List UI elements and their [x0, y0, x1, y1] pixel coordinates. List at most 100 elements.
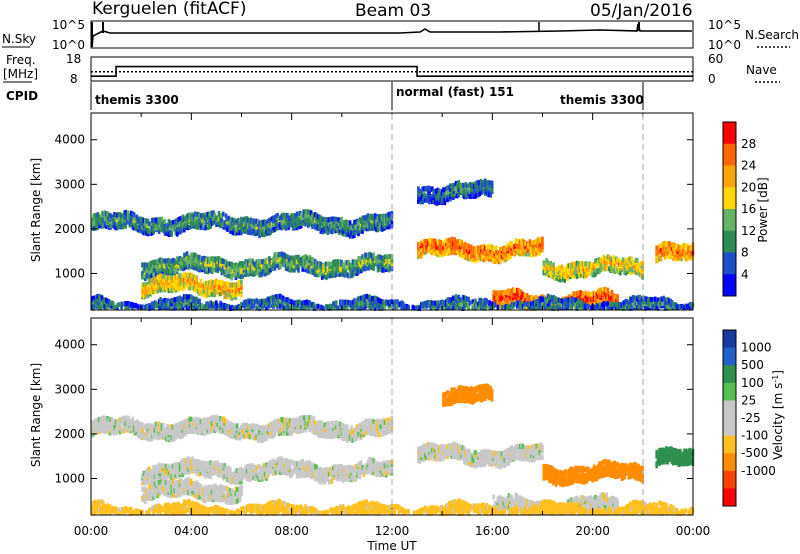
echo-cell	[194, 211, 197, 217]
echo-cell	[290, 221, 293, 227]
echo-cell	[378, 257, 381, 263]
echo-cell	[628, 303, 632, 309]
echo-cell	[199, 303, 203, 309]
echo-cell	[534, 299, 537, 305]
echo-cell	[109, 213, 112, 219]
echo-cell	[686, 253, 689, 259]
echo-cell	[486, 191, 490, 197]
echo-cell	[229, 306, 232, 311]
echo-cell	[167, 288, 171, 293]
echo-cell	[389, 211, 392, 217]
echo-cell	[499, 300, 502, 306]
echo-cell	[128, 419, 132, 425]
echo-cell	[439, 191, 442, 197]
echo-cell	[419, 247, 423, 253]
echo-cell	[379, 262, 383, 267]
echo-cell	[249, 269, 253, 274]
echo-cell	[355, 268, 359, 274]
echo-cell	[431, 303, 434, 309]
echo-cell	[216, 262, 219, 268]
echo-cell	[359, 304, 363, 310]
echo-cell	[357, 259, 360, 265]
echo-cell	[157, 303, 161, 309]
echo-cell	[378, 218, 381, 224]
echo-cell	[162, 422, 165, 428]
echo-cell	[173, 224, 176, 229]
echo-cell	[164, 230, 168, 236]
echo-cell	[302, 259, 306, 264]
echo-cell	[375, 214, 378, 220]
echo-cell	[665, 304, 668, 310]
echo-cell	[612, 296, 615, 302]
echo-cell	[418, 252, 422, 257]
echo-cell	[149, 261, 153, 266]
echo-cell	[191, 273, 194, 279]
echo-cell	[130, 210, 133, 216]
echo-cell	[371, 303, 374, 309]
echo-cell	[375, 219, 378, 225]
echo-cell	[350, 224, 353, 230]
echo-cell	[254, 222, 257, 228]
echo-cell	[185, 278, 189, 283]
echo-cell	[511, 295, 515, 301]
echo-cell	[295, 222, 299, 228]
echo-cell	[372, 221, 376, 227]
echo-cell	[432, 243, 435, 249]
echo-cell	[258, 227, 261, 232]
echo-cell	[490, 183, 494, 189]
echo-cell	[213, 303, 217, 309]
echo-cell	[195, 284, 199, 290]
echo-cell	[308, 213, 311, 219]
freq-panel: Freq. [MHz] 18 8 60 0 Nave	[3, 52, 780, 86]
echo-cell	[145, 423, 148, 429]
echo-cell	[117, 418, 121, 424]
echo-cell	[93, 418, 97, 424]
echo-cell	[521, 249, 525, 254]
echo-cell	[357, 300, 360, 306]
echo-cell	[150, 230, 154, 236]
echo-cell	[223, 281, 226, 287]
echo-cell	[314, 217, 317, 223]
echo-cell	[322, 223, 325, 229]
echo-cell	[567, 269, 571, 275]
echo-cell	[329, 303, 332, 309]
echo-cell	[387, 303, 391, 309]
echo-cell	[150, 428, 154, 434]
echo-cell	[612, 293, 615, 299]
echo-cell	[658, 303, 661, 309]
echo-cell	[545, 261, 548, 267]
echo-cell	[432, 189, 435, 195]
echo-cell	[543, 304, 547, 310]
echo-cell	[485, 180, 488, 186]
echo-cell	[178, 273, 182, 279]
echo-cell	[484, 245, 487, 251]
echo-cell	[366, 213, 370, 219]
echo-cell	[450, 303, 454, 309]
echo-cell	[145, 223, 148, 229]
echo-cell	[178, 258, 182, 264]
echo-cell	[351, 259, 355, 265]
echo-cell	[159, 296, 162, 302]
echo-cell	[520, 297, 523, 303]
echo-cell	[456, 241, 459, 247]
echo-cell	[555, 266, 558, 272]
echo-cell	[588, 291, 592, 297]
echo-cell	[652, 302, 656, 308]
echo-cell	[504, 290, 508, 295]
echo-cell	[635, 305, 639, 311]
echo-cell	[602, 262, 605, 268]
echo-cell	[91, 420, 94, 426]
echo-cell	[438, 242, 441, 248]
echo-cell	[156, 426, 160, 432]
echo-cell	[343, 220, 346, 226]
echo-cell	[457, 250, 461, 256]
echo-cell	[361, 254, 364, 260]
echo-cell	[633, 303, 636, 308]
echo-cell	[233, 285, 236, 290]
echo-cell	[135, 303, 139, 309]
echo-cell	[171, 219, 175, 225]
echo-cell	[95, 422, 98, 428]
echo-cell	[176, 256, 179, 262]
echo-cell	[318, 261, 321, 267]
